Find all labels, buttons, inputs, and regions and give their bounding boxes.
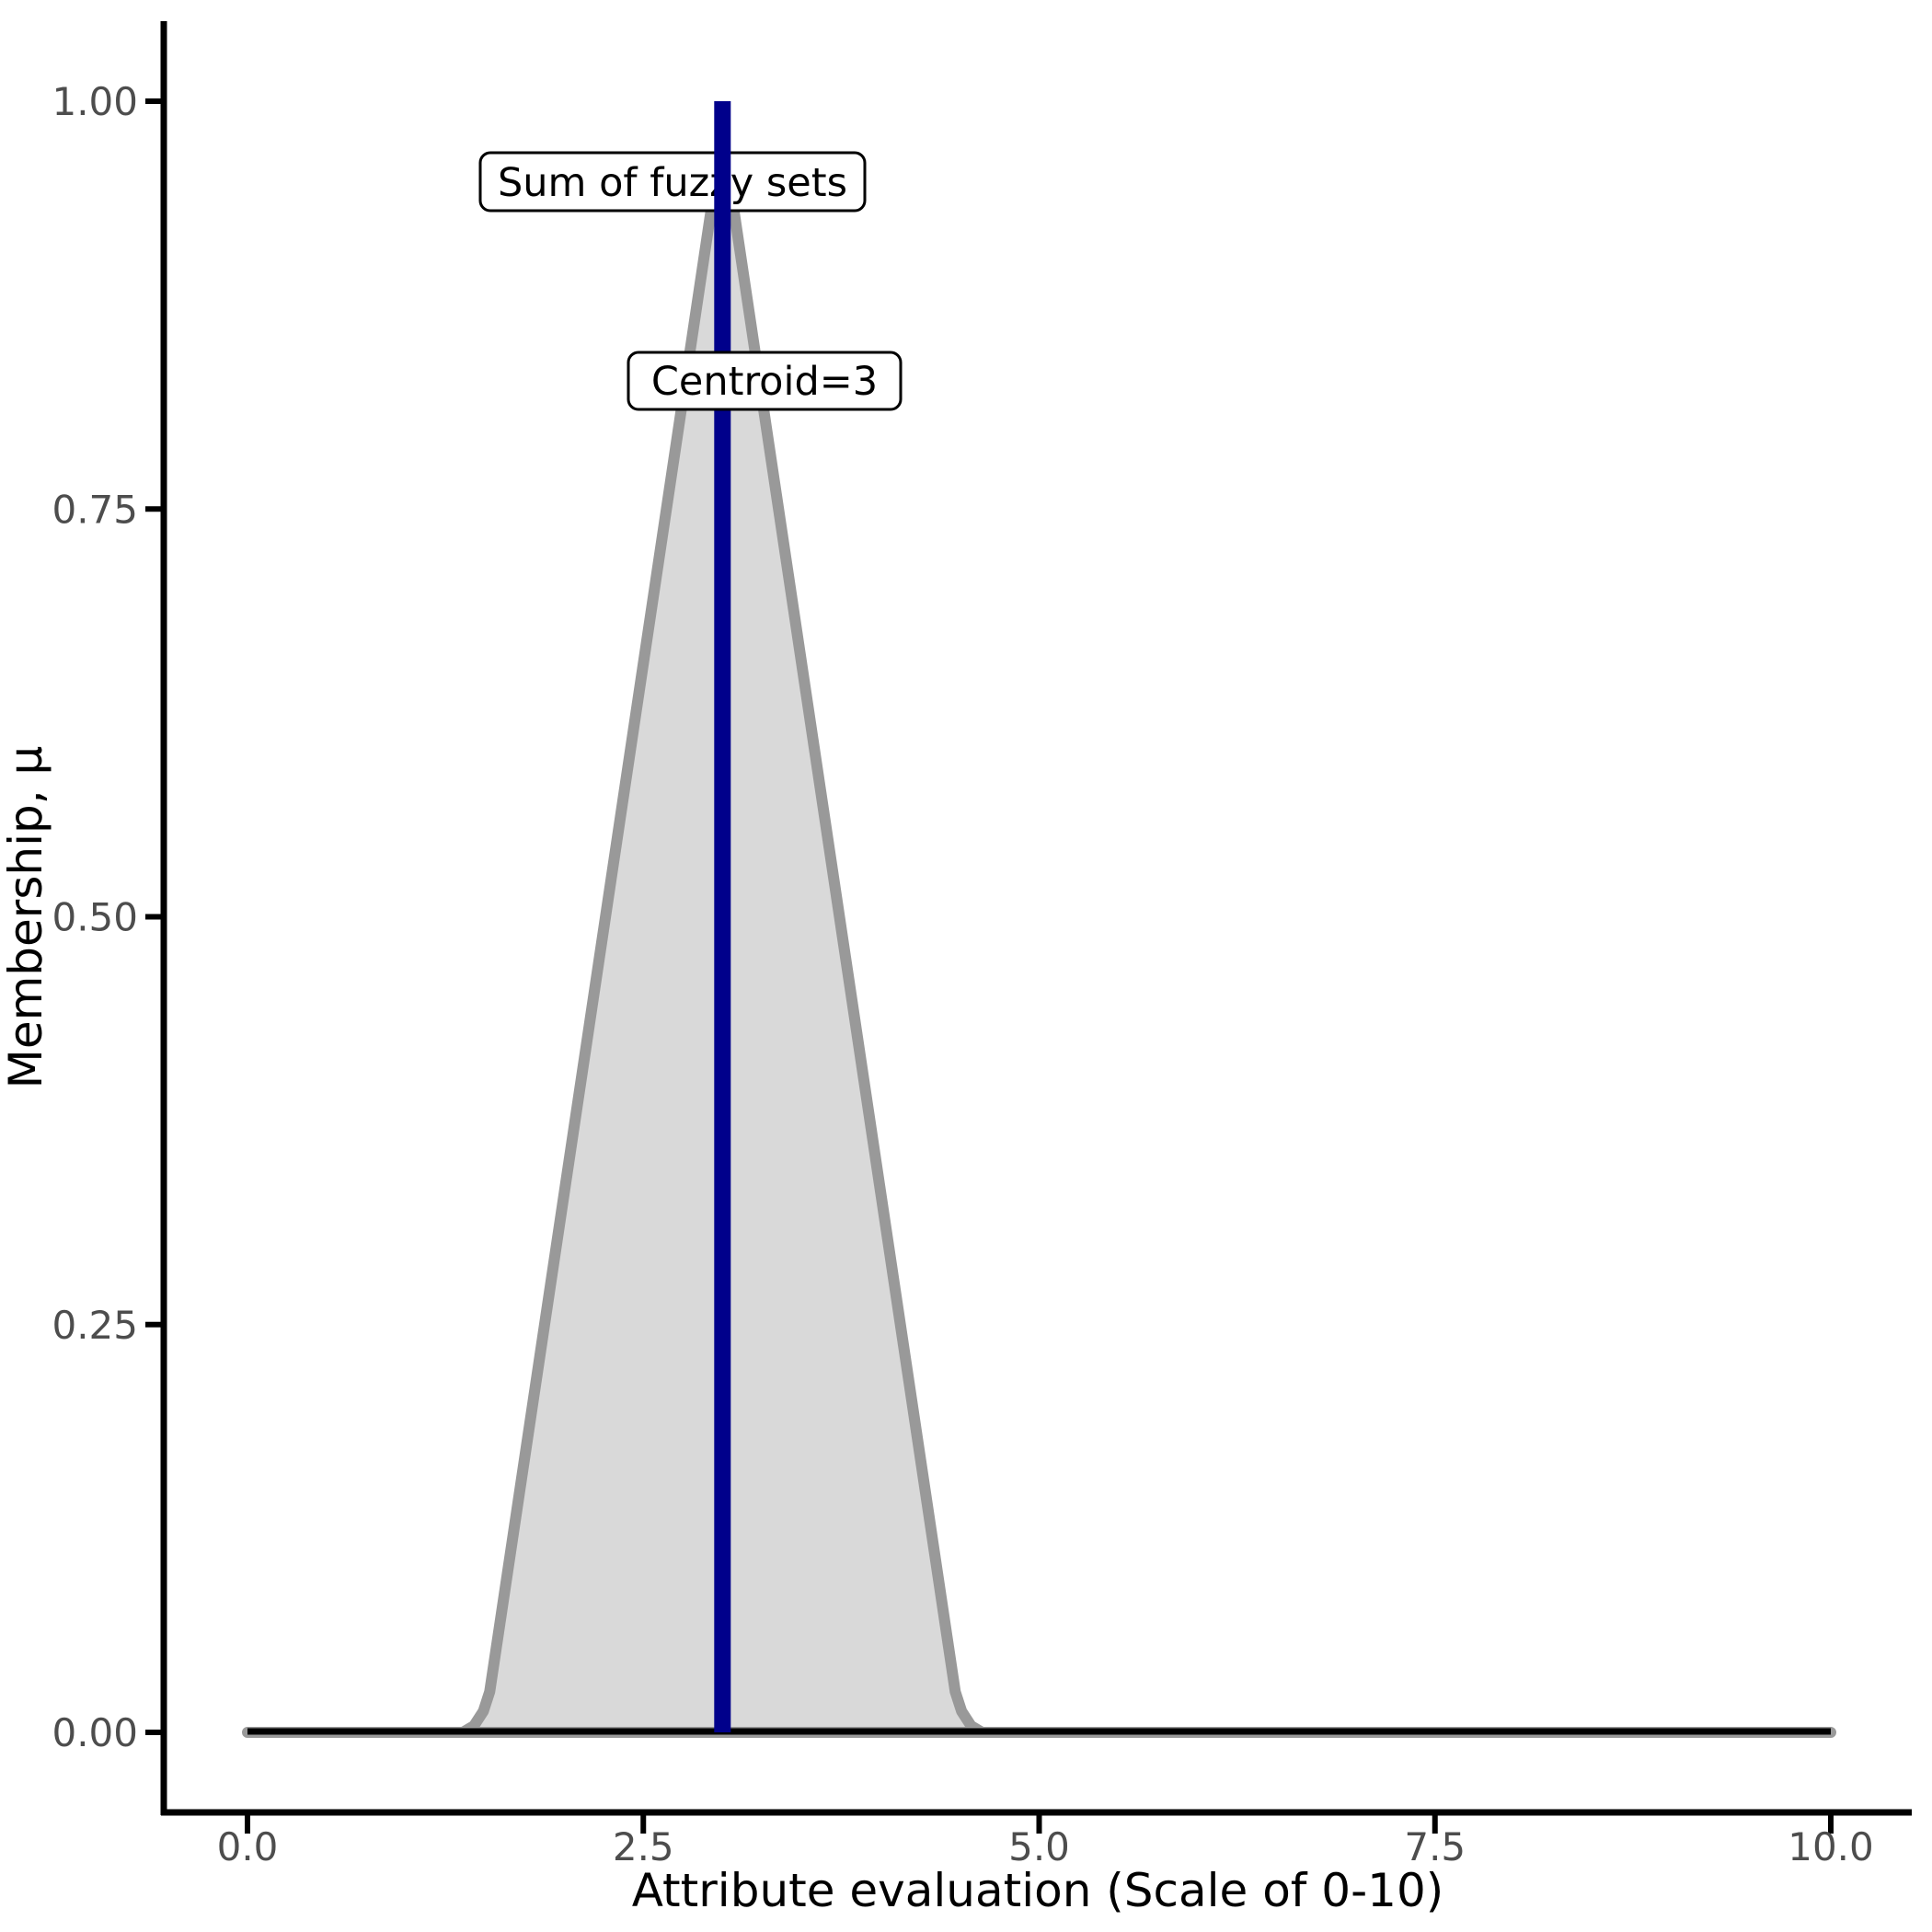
y-tick-label: 0.50 [52,895,138,940]
x-tick-label: 5.0 [1008,1824,1070,1869]
x-ticks: 0.0 2.5 5.0 7.5 10.0 [217,1815,1874,1869]
centroid-label-text: Centroid=3 [651,359,878,405]
x-axis: 0.0 2.5 5.0 7.5 10.0 Attribute evaluation (S… [161,1809,1912,1917]
x-tick-label: 7.5 [1404,1824,1466,1869]
sum-label-box-frame [478,151,867,213]
y-ticks: 0.00 0.25 0.50 0.75 1.00 [52,79,164,1755]
y-tick-label: 1.00 [52,79,138,124]
x-tick-label: 0.0 [217,1824,279,1869]
x-axis-title: Attribute evaluation (Scale of 0-10) [632,1864,1444,1917]
x-tick-label: 2.5 [613,1824,674,1869]
y-axis: 0.00 0.25 0.50 0.75 1.00 Membership, μ [0,21,167,1815]
centroid-label-box: Centroid=3 [627,351,903,411]
y-axis-title: Membership, μ [0,746,52,1089]
y-tick-label: 0.00 [52,1710,138,1755]
x-tick-label: 10.0 [1788,1824,1874,1869]
centroid-label-box-frame [627,351,903,411]
y-tick-label: 0.25 [52,1303,138,1348]
sum-label-text: Sum of fuzzy sets [498,160,847,206]
sum-label-box: Sum of fuzzy sets [478,151,867,213]
y-tick-label: 0.75 [52,487,138,532]
